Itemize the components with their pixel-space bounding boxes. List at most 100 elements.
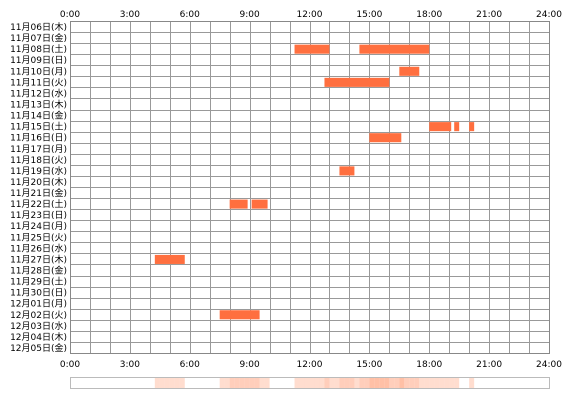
activity-cell — [414, 377, 420, 388]
event-bar — [359, 44, 430, 54]
day-label: 11月09日(日) — [10, 55, 67, 66]
activity-cell — [154, 377, 160, 388]
x-tick-label-bottom: 6:00 — [180, 360, 200, 370]
activity-cell — [359, 377, 365, 388]
x-tick-label-top: 15:00 — [356, 10, 382, 20]
activity-cell — [394, 377, 400, 388]
day-label: 11月29日(土) — [10, 276, 67, 288]
activity-cell — [304, 377, 310, 388]
activity-cell — [249, 377, 255, 388]
activity-cell — [379, 377, 385, 388]
day-label: 11月10日(月) — [10, 66, 67, 77]
activity-cell — [174, 377, 180, 388]
x-tick-label-bottom: 18:00 — [416, 360, 442, 370]
activity-cell — [444, 377, 450, 388]
activity-cell — [419, 377, 425, 388]
x-tick-label-bottom: 12:00 — [297, 360, 323, 370]
day-label: 11月22日(土) — [10, 198, 67, 210]
activity-cell — [399, 377, 405, 388]
day-label: 11月23日(日) — [10, 210, 67, 221]
activity-cell — [219, 377, 225, 388]
activity-cell — [329, 377, 335, 388]
top-axis-tick-labels: 0:00 3:00 6:00 9:00 12:00 15:00 18:00 21:00 24:0… — [60, 10, 562, 20]
event-bar — [229, 199, 248, 209]
x-tick-label-bottom: 3:00 — [120, 360, 140, 370]
day-label: 11月07日(金) — [10, 32, 67, 44]
event-bar — [154, 254, 185, 264]
event-bar — [294, 44, 330, 54]
day-label: 12月04日(木) — [10, 331, 67, 343]
activity-cell — [389, 377, 395, 388]
day-label: 11月12日(水) — [10, 87, 67, 99]
x-tick-label-bottom: 15:00 — [356, 360, 382, 370]
activity-cell — [469, 377, 475, 388]
activity-cell — [334, 377, 340, 388]
activity-cell — [439, 377, 445, 388]
day-axis-labels: 11月06日(木)11月07日(金)11月08日(土)11月09日(日)11月1… — [10, 21, 67, 354]
grid — [70, 21, 550, 354]
activity-cell — [169, 377, 175, 388]
x-tick-label-top: 12:00 — [297, 10, 323, 20]
activity-cell — [299, 377, 305, 388]
event-bar — [369, 133, 402, 143]
activity-cell — [179, 377, 185, 388]
day-label: 12月01日(月) — [10, 299, 67, 310]
day-label: 11月17日(月) — [10, 144, 67, 155]
event-bar — [251, 199, 268, 209]
activity-cell — [454, 377, 460, 388]
event-bar — [429, 122, 452, 132]
day-label: 11月13日(木) — [10, 99, 67, 111]
activity-cell — [294, 377, 300, 388]
day-label: 12月05日(金) — [10, 342, 67, 354]
activity-summary-strip — [70, 377, 550, 389]
plot-frame — [70, 21, 550, 354]
activity-cell — [259, 377, 265, 388]
x-tick-label-top: 3:00 — [120, 10, 140, 20]
day-label: 11月18日(火) — [10, 155, 67, 166]
x-tick-label-top: 24:00 — [536, 10, 562, 20]
day-label: 11月11日(火) — [10, 77, 67, 88]
activity-cell — [264, 377, 270, 388]
x-tick-label-top: 6:00 — [180, 10, 200, 20]
x-tick-label-bottom: 24:00 — [536, 360, 562, 370]
event-bar — [454, 122, 460, 132]
activity-cell — [374, 377, 380, 388]
activity-cell — [354, 377, 360, 388]
activity-cell — [384, 377, 390, 388]
event-bar — [399, 66, 420, 76]
event-bars — [154, 44, 475, 320]
activity-cell — [364, 377, 370, 388]
activity-cell — [224, 377, 230, 388]
event-bar — [339, 166, 355, 176]
day-label: 11月25日(火) — [10, 232, 67, 243]
activity-cell — [434, 377, 440, 388]
bottom-axis-tick-labels: 0:00 3:00 6:00 9:00 12:00 15:00 18:00 21:00 24:0… — [60, 360, 562, 370]
day-label: 11月20日(木) — [10, 176, 67, 188]
x-tick-label-top: 18:00 — [416, 10, 442, 20]
activity-cell — [429, 377, 435, 388]
activity-cell — [234, 377, 240, 388]
day-label: 12月03日(水) — [10, 320, 67, 332]
activity-cell — [324, 377, 330, 388]
event-bar — [219, 310, 260, 320]
activity-cell — [159, 377, 165, 388]
day-label: 11月06日(木) — [10, 21, 67, 33]
activity-cell — [164, 377, 170, 388]
activity-strip-border — [70, 377, 550, 389]
x-tick-label-bottom: 21:00 — [476, 360, 502, 370]
x-tick-label-top: 21:00 — [476, 10, 502, 20]
activity-cell — [239, 377, 245, 388]
x-tick-label-top: 0:00 — [60, 10, 80, 20]
activity-cell — [349, 377, 355, 388]
x-tick-label-top: 9:00 — [240, 10, 260, 20]
day-label: 11月21日(金) — [10, 187, 67, 199]
event-bar — [324, 77, 390, 87]
activity-cell — [424, 377, 430, 388]
activity-cell — [344, 377, 350, 388]
day-label: 11月26日(水) — [10, 242, 67, 254]
x-tick-label-bottom: 0:00 — [60, 360, 80, 370]
activity-cell — [244, 377, 250, 388]
activity-cell — [369, 377, 375, 388]
day-label: 11月15日(土) — [10, 121, 67, 133]
